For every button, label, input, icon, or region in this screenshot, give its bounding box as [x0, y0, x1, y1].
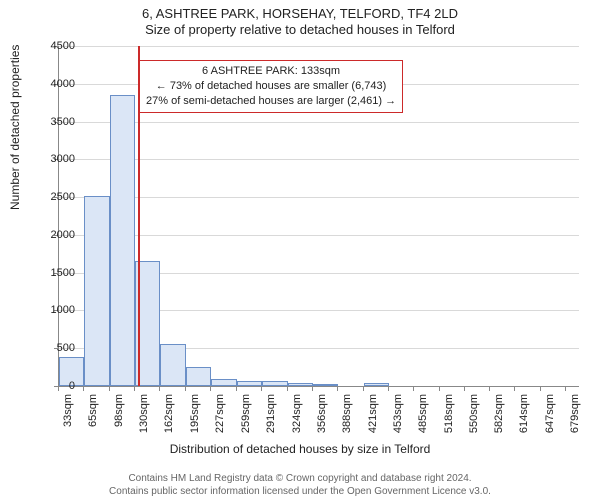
y-tick-label: 4000 — [35, 78, 75, 90]
title-line-2: Size of property relative to detached ho… — [0, 22, 600, 38]
x-tick — [210, 386, 211, 391]
annotation-line-3: 27% of semi-detached houses are larger (… — [146, 94, 396, 109]
x-tick-label: 65sqm — [87, 394, 99, 444]
x-tick — [83, 386, 84, 391]
x-tick — [159, 386, 160, 391]
y-tick-label: 2500 — [35, 191, 75, 203]
y-tick-label: 4500 — [35, 40, 75, 52]
x-tick — [312, 386, 313, 391]
annotation-line-1: 6 ASHTREE PARK: 133sqm — [146, 64, 396, 79]
x-tick — [464, 386, 465, 391]
y-tick-label: 3500 — [35, 116, 75, 128]
y-tick-label: 3000 — [35, 153, 75, 165]
x-tick-label: 518sqm — [443, 394, 455, 444]
x-tick — [134, 386, 135, 391]
histogram-bar — [84, 196, 110, 386]
x-tick-label: 195sqm — [189, 394, 201, 444]
x-tick — [109, 386, 110, 391]
x-tick — [439, 386, 440, 391]
annotation-line-2: ← 73% of detached houses are smaller (6,… — [146, 79, 396, 94]
x-tick-label: 33sqm — [62, 394, 74, 444]
x-tick-label: 485sqm — [417, 394, 429, 444]
y-tick-label: 1500 — [35, 267, 75, 279]
x-axis-title: Distribution of detached houses by size … — [0, 442, 600, 456]
x-tick — [413, 386, 414, 391]
x-tick-label: 130sqm — [138, 394, 150, 444]
x-tick-label: 291sqm — [265, 394, 277, 444]
histogram-bar — [160, 344, 186, 386]
x-tick — [58, 386, 59, 391]
x-tick-label: 647sqm — [544, 394, 556, 444]
histogram-bar — [364, 383, 389, 386]
plot-area: 6 ASHTREE PARK: 133sqm ← 73% of detached… — [58, 46, 579, 387]
x-tick-label: 453sqm — [392, 394, 404, 444]
y-tick-label: 500 — [35, 342, 75, 354]
histogram-bar — [288, 383, 313, 386]
x-tick-label: 388sqm — [341, 394, 353, 444]
y-tick-label: 2000 — [35, 229, 75, 241]
histogram-bar — [211, 379, 236, 386]
x-tick — [489, 386, 490, 391]
title-line-1: 6, ASHTREE PARK, HORSEHAY, TELFORD, TF4 … — [0, 6, 600, 22]
x-tick-label: 679sqm — [569, 394, 581, 444]
y-axis-title: Number of detached properties — [8, 45, 22, 210]
x-tick-label: 550sqm — [468, 394, 480, 444]
x-tick-label: 259sqm — [240, 394, 252, 444]
x-tick — [185, 386, 186, 391]
x-tick — [261, 386, 262, 391]
footer-line-2: Contains public sector information licen… — [0, 486, 600, 499]
x-tick — [388, 386, 389, 391]
histogram-bar — [110, 95, 135, 386]
x-tick — [337, 386, 338, 391]
x-tick-label: 421sqm — [367, 394, 379, 444]
x-tick — [236, 386, 237, 391]
x-tick-label: 162sqm — [163, 394, 175, 444]
histogram-bar — [313, 384, 338, 386]
footer-line-1: Contains HM Land Registry data © Crown c… — [0, 473, 600, 486]
x-tick — [514, 386, 515, 391]
x-tick — [540, 386, 541, 391]
x-tick — [363, 386, 364, 391]
y-tick-label: 0 — [35, 380, 75, 392]
x-tick-label: 324sqm — [291, 394, 303, 444]
x-tick-label: 356sqm — [316, 394, 328, 444]
chart-title-block: 6, ASHTREE PARK, HORSEHAY, TELFORD, TF4 … — [0, 0, 600, 39]
annotation-box: 6 ASHTREE PARK: 133sqm ← 73% of detached… — [139, 60, 403, 113]
x-tick — [287, 386, 288, 391]
x-tick — [565, 386, 566, 391]
attribution-footer: Contains HM Land Registry data © Crown c… — [0, 473, 600, 498]
histogram-bar — [237, 381, 262, 386]
x-tick-label: 98sqm — [113, 394, 125, 444]
x-tick-label: 614sqm — [518, 394, 530, 444]
chart-container: Number of detached properties 6 ASHTREE … — [0, 40, 600, 440]
x-tick-label: 582sqm — [493, 394, 505, 444]
y-tick-label: 1000 — [35, 304, 75, 316]
histogram-bar — [262, 381, 288, 386]
x-tick-label: 227sqm — [214, 394, 226, 444]
histogram-bar — [186, 367, 211, 386]
